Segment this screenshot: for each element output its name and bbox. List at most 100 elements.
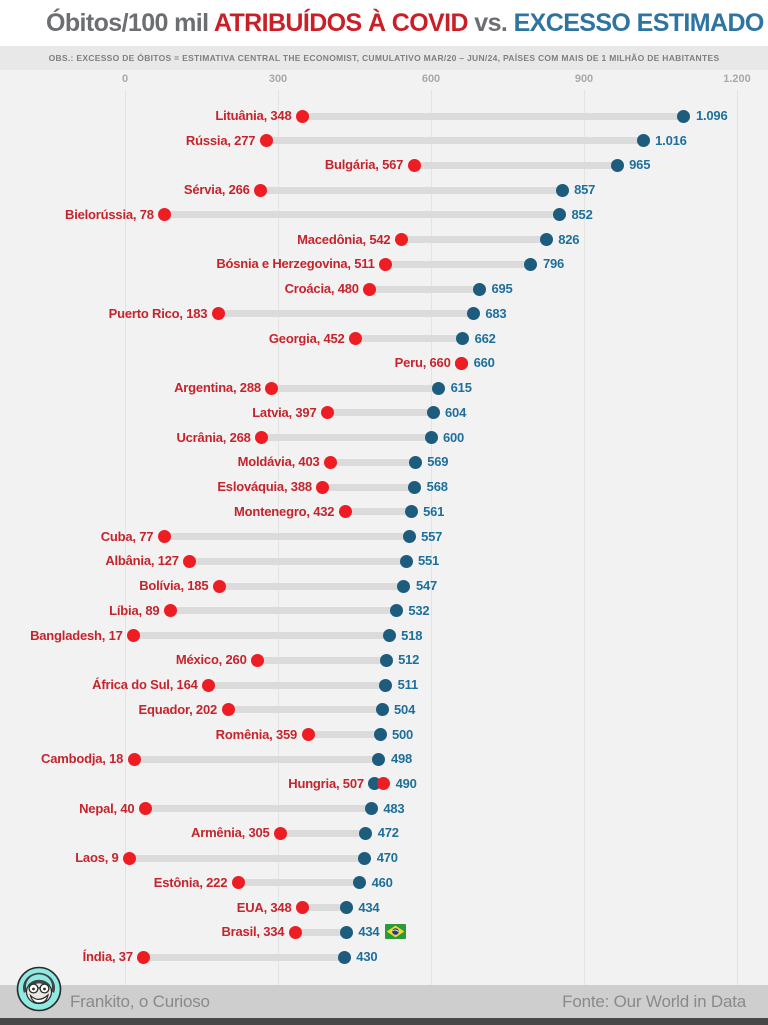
footer-bar bbox=[0, 985, 768, 1018]
gap-bar bbox=[327, 409, 434, 417]
excess-value: 1.016 bbox=[655, 133, 687, 148]
excess-value-label: 557 bbox=[421, 528, 443, 544]
covid-dot bbox=[123, 851, 137, 865]
excess-value-label: 1.016 bbox=[655, 132, 687, 148]
country-label: Eslováquia, 388 bbox=[217, 479, 312, 495]
source-label: Fonte: Our World in Data bbox=[562, 991, 746, 1011]
excess-value: 518 bbox=[401, 628, 422, 643]
excess-value-label: 796 bbox=[542, 256, 565, 272]
excess-value: 600 bbox=[443, 430, 464, 445]
covid-dot bbox=[211, 307, 225, 321]
excess-value: 490 bbox=[396, 776, 417, 791]
excess-value-label: 532 bbox=[408, 602, 430, 618]
covid-dot bbox=[338, 505, 352, 519]
country-label: Latvia, 397 bbox=[252, 404, 317, 420]
gap-bar bbox=[164, 533, 410, 541]
excess-value-label: 551 bbox=[418, 553, 440, 569]
excess-dot bbox=[389, 604, 403, 618]
gap-bar bbox=[238, 879, 360, 887]
excess-value-label: 504 bbox=[394, 701, 416, 717]
gap-bar bbox=[134, 755, 379, 763]
gap-bar bbox=[322, 483, 415, 491]
excess-value-label: 615 bbox=[450, 380, 472, 396]
excess-value-label: 600 bbox=[443, 429, 465, 445]
country-label: Puerto Rico, 183 bbox=[108, 305, 208, 321]
country-label: Estônia, 222 bbox=[153, 874, 228, 890]
excess-value: 569 bbox=[427, 454, 448, 469]
excess-value: 430 bbox=[356, 949, 377, 964]
gap-bar bbox=[218, 310, 474, 318]
covid-dot bbox=[127, 752, 141, 766]
excess-value-label: 434 bbox=[358, 899, 380, 915]
x-axis-tick: 300 bbox=[268, 73, 288, 85]
gap-bar bbox=[345, 508, 412, 516]
chart-note: OBS.: EXCESSO DE ÓBITOS = ESTIMATIVA CEN… bbox=[48, 53, 720, 63]
excess-dot bbox=[397, 579, 411, 593]
covid-dot bbox=[212, 579, 226, 593]
excess-value: 965 bbox=[629, 157, 650, 172]
footer-bottom-strip bbox=[0, 1018, 768, 1025]
country-label: Armênia, 305 bbox=[191, 825, 270, 841]
gridline-900 bbox=[583, 90, 585, 985]
excess-value-label: 857 bbox=[574, 182, 596, 198]
gap-bar bbox=[145, 805, 372, 813]
gap-bar bbox=[133, 632, 390, 640]
excess-value-label: 434 bbox=[358, 924, 380, 940]
excess-dot bbox=[339, 901, 353, 915]
excess-dot bbox=[358, 851, 372, 865]
excess-value-label: 490 bbox=[395, 775, 417, 791]
covid-dot bbox=[127, 629, 141, 643]
excess-dot bbox=[382, 629, 396, 643]
excess-value: 512 bbox=[398, 652, 419, 667]
country-label: Brasil, 334 bbox=[221, 924, 285, 940]
excess-value: 857 bbox=[574, 182, 595, 197]
excess-dot bbox=[408, 455, 422, 469]
excess-dot bbox=[339, 925, 353, 939]
excess-value: 615 bbox=[451, 380, 472, 395]
gap-bar bbox=[302, 904, 347, 912]
country-label: Cuba, 77 bbox=[100, 528, 154, 544]
excess-dot bbox=[359, 826, 373, 840]
country-label: México, 260 bbox=[175, 652, 247, 668]
excess-value: 557 bbox=[421, 529, 442, 544]
excess-dot bbox=[399, 554, 413, 568]
excess-value: 561 bbox=[423, 504, 444, 519]
excess-dot bbox=[337, 950, 351, 964]
dumbbell-chart: 0 300 600 900 1.200 Lituânia, 348 1.096 Rússia… bbox=[0, 70, 768, 985]
title-part-vs: vs. bbox=[467, 9, 514, 37]
covid-dot bbox=[363, 282, 377, 296]
gap-bar bbox=[266, 137, 644, 145]
gap-bar bbox=[260, 186, 563, 194]
excess-dot bbox=[379, 653, 393, 667]
excess-value: 826 bbox=[558, 232, 579, 247]
gap-bar bbox=[295, 928, 347, 936]
covid-dot bbox=[221, 703, 235, 717]
excess-value: 662 bbox=[475, 331, 496, 346]
x-axis-tick: 0 bbox=[121, 73, 129, 85]
excess-value-label: 561 bbox=[423, 503, 445, 519]
country-label: Ucrânia, 268 bbox=[176, 429, 251, 445]
country-label: Índia, 37 bbox=[82, 949, 133, 965]
covid-dot bbox=[158, 208, 172, 222]
excess-dot bbox=[555, 183, 569, 197]
excess-value: 551 bbox=[418, 553, 439, 568]
excess-value-label: 470 bbox=[376, 850, 398, 866]
excess-dot bbox=[539, 233, 553, 247]
excess-value-label: 569 bbox=[427, 454, 449, 470]
excess-value-label: 498 bbox=[390, 751, 413, 767]
excess-dot bbox=[408, 480, 422, 494]
subtitle-band: OBS.: EXCESSO DE ÓBITOS = ESTIMATIVA CEN… bbox=[0, 46, 768, 70]
excess-value: 483 bbox=[383, 801, 404, 816]
covid-dot bbox=[377, 777, 391, 791]
covid-dot bbox=[274, 826, 288, 840]
excess-dot bbox=[524, 257, 538, 271]
excess-value: 532 bbox=[408, 603, 429, 618]
excess-value-label: 518 bbox=[401, 627, 423, 643]
country-label: Bangladesh, 17 bbox=[30, 627, 123, 643]
title-part-excess: EXCESSO ESTIMADO bbox=[513, 9, 765, 37]
country-label: Sérvia, 266 bbox=[183, 182, 250, 198]
gap-bar bbox=[170, 607, 397, 615]
excess-dot bbox=[426, 406, 440, 420]
title-part-covid: ATRIBUÍDOS À COVID bbox=[213, 9, 469, 37]
gap-bar bbox=[385, 260, 531, 268]
